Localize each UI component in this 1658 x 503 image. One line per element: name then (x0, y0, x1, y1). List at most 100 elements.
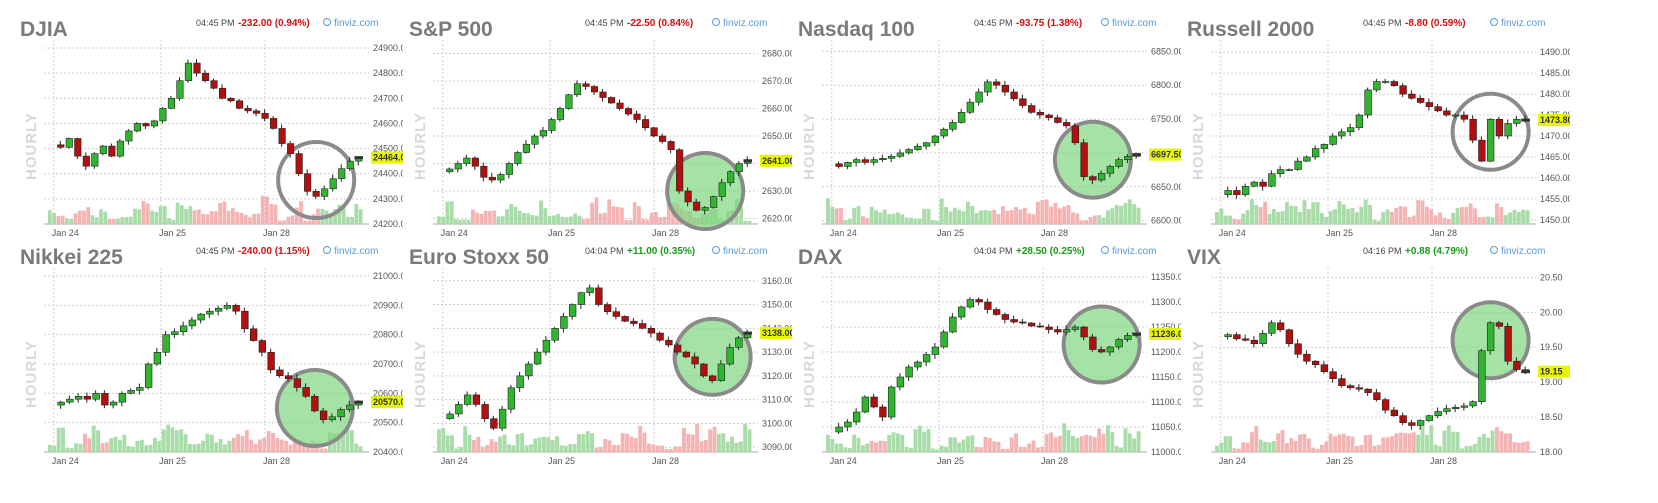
chart-panel: 20.50 20.00 19.50 19.00 18.50 18.00 Jan 24 Jan … (1187, 246, 1570, 466)
y-tick-label: 1460.00 (1540, 173, 1570, 183)
volume-bar (341, 207, 346, 224)
volume-bar (297, 439, 302, 452)
volume-bar (1346, 435, 1351, 452)
volume-bar (974, 212, 979, 224)
candle-body (1303, 156, 1311, 162)
candle-body (1001, 314, 1010, 320)
volume-bar (1495, 427, 1499, 452)
volume-bar (104, 442, 109, 452)
x-tick-label: Jan 28 (1041, 228, 1068, 238)
volume-bar (856, 437, 861, 452)
candle-body (136, 387, 144, 391)
x-tick-label: Jan 25 (159, 228, 186, 238)
volume-bar (349, 430, 354, 452)
volume-bar (1280, 430, 1285, 452)
chart-title: Russell 2000 (1187, 18, 1314, 41)
volume-bar (1350, 208, 1355, 224)
volume-bar (520, 433, 524, 452)
candles (446, 284, 752, 432)
volume-bar (515, 434, 520, 452)
volume-bar (931, 448, 935, 452)
candle-body (852, 411, 861, 423)
candle-body (1504, 123, 1512, 137)
volume-bar (507, 444, 511, 452)
volume-bar (909, 447, 913, 452)
volume-bar (1407, 433, 1412, 452)
y-tick-label: 11300.0 (1151, 297, 1181, 307)
x-tick-label: Jan 24 (441, 228, 468, 238)
volume-bar (139, 439, 144, 452)
x-tick-label: Jan 25 (548, 456, 575, 466)
volume-bar (249, 439, 254, 452)
volume-bar (830, 206, 835, 224)
volume-bar (739, 206, 743, 224)
volume-bar (437, 216, 441, 224)
candle-body (1381, 399, 1390, 411)
volume-bar (1433, 215, 1438, 224)
volume-bar (124, 217, 129, 224)
candle-body (125, 130, 133, 142)
volume-bar (996, 441, 1001, 452)
volume-bar (633, 438, 638, 452)
candle-body (914, 361, 922, 368)
volume-bar (437, 429, 441, 452)
volume-bar (983, 436, 988, 452)
volume-bar (517, 210, 522, 224)
candle-body (568, 304, 577, 317)
volume-bar (1328, 210, 1333, 224)
y-tick-label: 6800.00 (1151, 80, 1181, 90)
volume-bar (218, 202, 223, 224)
volume-bar (1014, 433, 1018, 452)
volume-bar (847, 218, 852, 224)
y-tick-label: 11000.0 (1151, 447, 1181, 457)
finviz-icon (1101, 18, 1109, 26)
volume-bar (1014, 207, 1018, 224)
y-tick-label: 24200.0 (373, 219, 403, 229)
volume-bar (682, 427, 686, 452)
candle-body (1399, 415, 1407, 423)
candle-body (267, 351, 275, 371)
chart-panel: 3160.003150.003140.003130.003120.003110.… (409, 246, 792, 466)
volume-bar (175, 202, 180, 224)
candle-body (1224, 334, 1232, 338)
volume-bar (1420, 426, 1425, 452)
volume-bar (1106, 425, 1110, 452)
y-tick-label: 20900.0 (373, 300, 403, 310)
candle-body (638, 323, 647, 329)
volume-bar (1429, 425, 1434, 452)
volume-bar (1508, 212, 1512, 224)
volume-bar (1420, 200, 1425, 224)
volume-bar (201, 214, 205, 224)
volume-bar (1495, 203, 1499, 224)
volume-bar (1298, 211, 1302, 224)
volume-bar (445, 201, 450, 224)
volume-bar (1263, 441, 1267, 452)
candle-body (1346, 385, 1355, 389)
volume-bar (1223, 436, 1228, 452)
candle-body (975, 91, 983, 103)
volume-bar (590, 433, 594, 452)
candle-body (1338, 131, 1346, 137)
volume-bar (1460, 448, 1464, 452)
volume-bar (188, 206, 193, 224)
volume-bar (87, 438, 92, 452)
candle-body (693, 201, 701, 211)
candle-body (647, 328, 656, 334)
volume-bar (214, 211, 218, 224)
volume-bar (856, 206, 861, 224)
volume-bar (1001, 206, 1005, 224)
volume-bar (1236, 219, 1241, 224)
finviz-icon (1490, 246, 1498, 254)
volume-bar (734, 442, 739, 452)
candle-body (488, 176, 496, 181)
volume-bar (1101, 217, 1106, 224)
volume-bar (511, 445, 516, 452)
volume-bar (86, 207, 91, 224)
candle-body (118, 393, 127, 403)
change-label: -8.80 (0.59%) (1405, 18, 1466, 29)
vertical-axis-label: HOURLY (1190, 112, 1207, 180)
y-tick-label: 11250.0 (1151, 322, 1181, 332)
last-price-box (760, 327, 792, 340)
y-tick-label: 24700.0 (373, 93, 403, 103)
